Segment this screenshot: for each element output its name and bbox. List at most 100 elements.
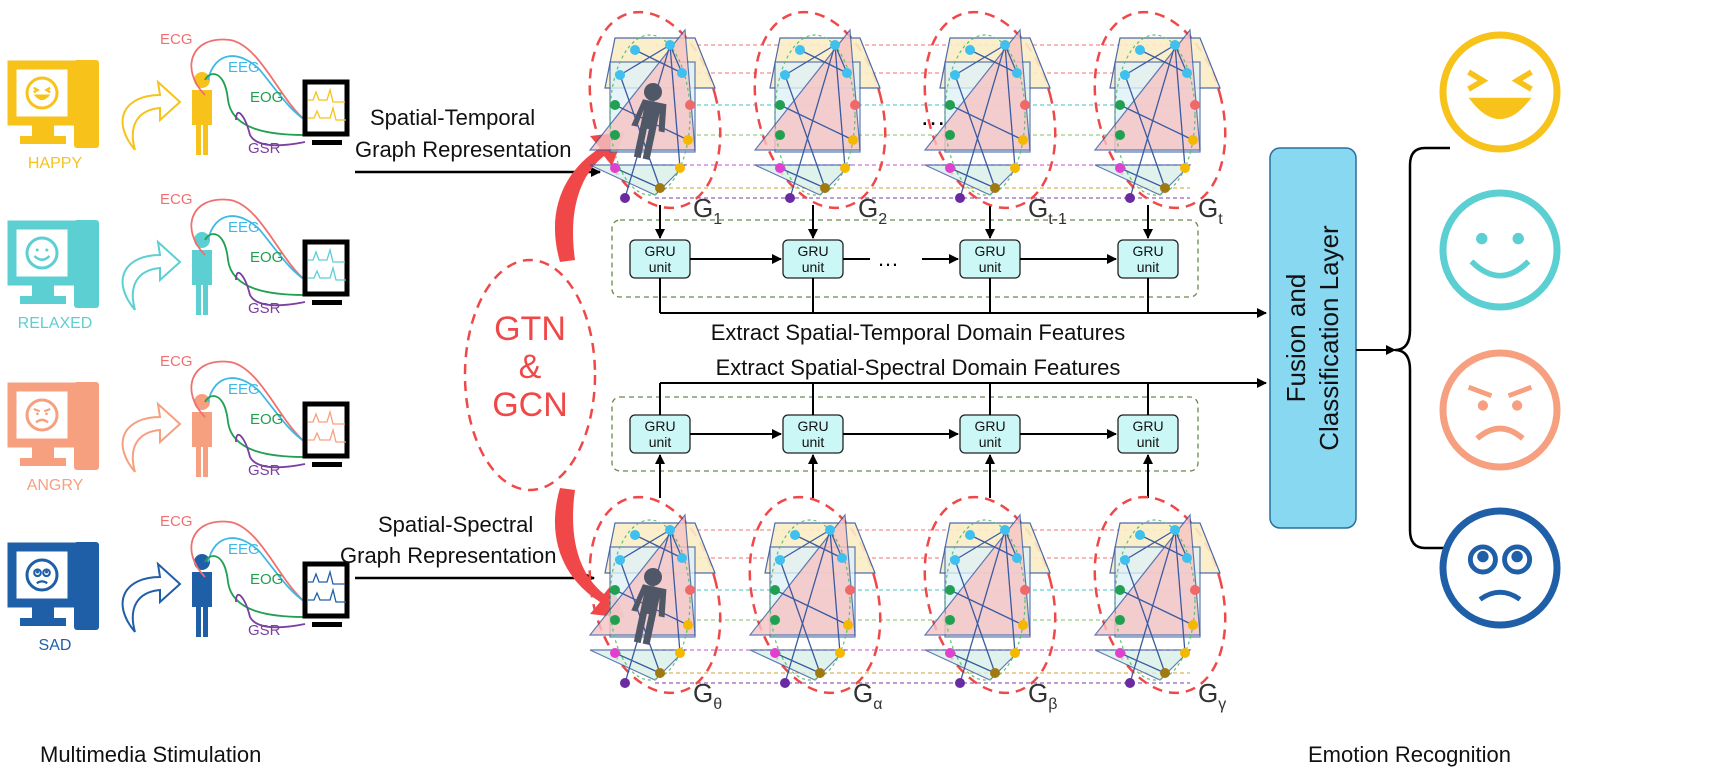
graph-node (1115, 648, 1125, 658)
gru-label: GRU (974, 418, 1005, 434)
graph-edge (614, 167, 661, 189)
graph-node (785, 193, 795, 203)
gru-label: unit (979, 434, 1002, 450)
graph-node (945, 100, 955, 110)
monitor-stand (32, 284, 54, 298)
graph-node (780, 70, 790, 80)
graph-edge (1124, 559, 1166, 674)
graph-node (990, 183, 1000, 193)
eog-wire (204, 555, 306, 618)
eye (45, 412, 48, 416)
graph-node (1010, 648, 1020, 658)
graph-node (1020, 100, 1030, 110)
emotion-faces (1439, 31, 1561, 629)
graph-edge (954, 529, 1006, 561)
curved-arrow-up-icon (554, 132, 625, 262)
graph-node (795, 45, 805, 55)
graph-node (615, 70, 625, 80)
graph-edge (634, 49, 683, 74)
graph-node (955, 193, 965, 203)
gsr-label: GSR (248, 300, 281, 317)
eog-label: EOG (250, 571, 283, 588)
gcn-label: GCN (492, 386, 568, 424)
graph-edge (1119, 104, 1194, 141)
graph-node (1120, 70, 1130, 80)
brows (33, 408, 51, 413)
graph-node (837, 553, 847, 563)
computer-tower-icon (74, 382, 99, 470)
graph-edge (784, 44, 836, 76)
signal-monitor-base (312, 622, 342, 627)
gru-label: unit (649, 259, 672, 275)
graph-node (770, 585, 780, 595)
monitor-base (20, 296, 66, 304)
graph-node (683, 620, 693, 630)
graph-node (845, 585, 855, 595)
graph-node (780, 678, 790, 688)
graph-node (843, 620, 853, 630)
graph-ring (774, 34, 856, 196)
eye (1511, 400, 1523, 411)
graph-edge (1129, 529, 1176, 684)
graph-node (1115, 100, 1125, 110)
graph-node (1190, 100, 1200, 110)
gru-label: unit (649, 434, 672, 450)
graph-edge (834, 44, 846, 169)
graph-node (1182, 68, 1192, 78)
person-icon (192, 90, 212, 155)
eeg-label: EEG (228, 541, 260, 558)
graph-node (1180, 163, 1190, 173)
graph-node (825, 525, 835, 535)
graph-label-base: G (693, 678, 713, 708)
gru-label: GRU (644, 243, 675, 259)
graph-edge (619, 529, 671, 561)
graph-edge (1119, 652, 1166, 674)
gru-label: GRU (974, 243, 1005, 259)
angry-face-icon (25, 398, 59, 432)
graph-boundary (923, 10, 1057, 210)
gru-label: GRU (644, 418, 675, 434)
graph-node (1180, 648, 1190, 658)
computer-tower-icon (74, 220, 99, 308)
person-head (194, 554, 210, 570)
graph-node (945, 130, 955, 140)
graph-edge (1119, 167, 1166, 189)
signal-monitor-base (312, 300, 342, 305)
signal-monitor-base (312, 462, 342, 467)
eog-wire (204, 233, 306, 296)
computer-monitor-icon (7, 60, 77, 126)
signal-monitor-icon (302, 239, 350, 297)
gru-ellipsis: … (877, 246, 899, 271)
graph-node (1135, 45, 1145, 55)
mouth (36, 580, 48, 585)
gsr-label: GSR (248, 462, 281, 479)
graph-node (1125, 678, 1135, 688)
graph-node (677, 68, 687, 78)
graph-edge (1004, 44, 1016, 169)
fusion-label-line1: Fusion and (1281, 274, 1311, 403)
graph-ring (944, 519, 1026, 681)
graph-edge (774, 589, 849, 626)
graph-node (770, 648, 780, 658)
graph-node (835, 648, 845, 658)
graph-node (842, 68, 852, 78)
mouth (35, 418, 49, 424)
ecg-wire (190, 360, 306, 443)
emotion-label: RELAXED (18, 315, 93, 332)
graph-node (685, 585, 695, 595)
graph-label-base: G (853, 678, 873, 708)
graph-spectral-3: Gγ (1093, 495, 1227, 713)
graph-boundary (588, 495, 722, 695)
eye (33, 568, 42, 578)
computer-tower-icon (74, 60, 99, 148)
eye (45, 248, 49, 252)
curved-arrow-icon (121, 401, 182, 473)
graph-edge (779, 559, 821, 674)
signal-waveform (308, 409, 346, 443)
graph-temporal-3: Gt (1093, 10, 1227, 228)
graph-edge (1004, 529, 1016, 654)
graph-edge (669, 529, 683, 559)
signal-waveform (308, 87, 346, 121)
